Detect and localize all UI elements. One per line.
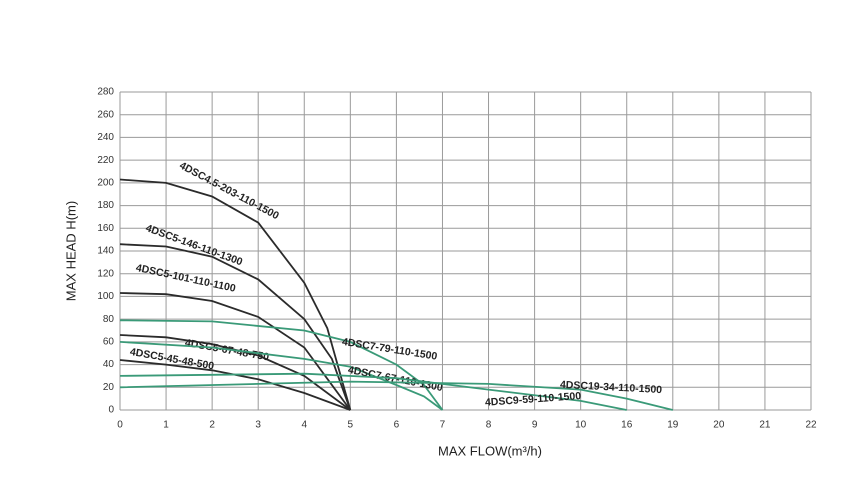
curve-label: 4DSC5-101-110-1100	[135, 262, 237, 295]
x-tick-label: 8	[486, 420, 492, 431]
y-tick-label: 0	[108, 405, 114, 416]
curve	[119, 372, 627, 411]
curve	[119, 319, 444, 411]
y-tick-label: 140	[97, 246, 114, 257]
x-tick-label: 1	[163, 420, 169, 431]
x-tick-label: 5	[348, 420, 354, 431]
x-tick-label: 10	[575, 420, 587, 431]
curve-label: 4DSC9-59-110-1500	[485, 390, 582, 409]
y-tick-label: 120	[97, 268, 114, 279]
x-tick-label: 2	[209, 420, 215, 431]
x-tick-label: 0	[117, 420, 123, 431]
x-axis-title: MAX FLOW(m³/h)	[438, 443, 542, 458]
x-tick-label: 21	[759, 420, 771, 431]
y-tick-label: 80	[103, 314, 115, 325]
curve	[119, 292, 352, 411]
y-tick-label: 20	[103, 382, 115, 393]
y-tick-label: 60	[103, 336, 115, 347]
x-tick-label: 3	[255, 420, 261, 431]
x-tick-label: 7	[440, 420, 446, 431]
y-tick-label: 160	[97, 223, 114, 234]
y-tick-label: 100	[97, 291, 114, 302]
y-tick-label: 200	[97, 177, 114, 188]
y-axis-title: MAX HEAD H(m)	[63, 201, 78, 301]
y-tick-label: 180	[97, 200, 114, 211]
x-tick-label: 4	[301, 420, 307, 431]
curve-label: 4DSC7-79-110-1500	[341, 336, 438, 363]
curve	[119, 178, 352, 411]
curve	[119, 341, 444, 411]
x-tick-label: 16	[621, 420, 633, 431]
x-tick-label: 20	[713, 420, 725, 431]
y-tick-label: 220	[97, 155, 114, 166]
y-tick-label: 40	[103, 359, 115, 370]
y-tick-label: 240	[97, 132, 114, 143]
curve	[119, 243, 352, 411]
y-tick-label: 260	[97, 109, 114, 120]
x-tick-label: 9	[532, 420, 538, 431]
x-tick-label: 6	[394, 420, 400, 431]
curve-label: 4DSC19-34-110-1500	[560, 379, 663, 396]
x-tick-label: 19	[667, 420, 679, 431]
y-tick-label: 280	[97, 87, 114, 98]
curve	[119, 380, 674, 411]
x-tick-label: 22	[805, 420, 817, 431]
